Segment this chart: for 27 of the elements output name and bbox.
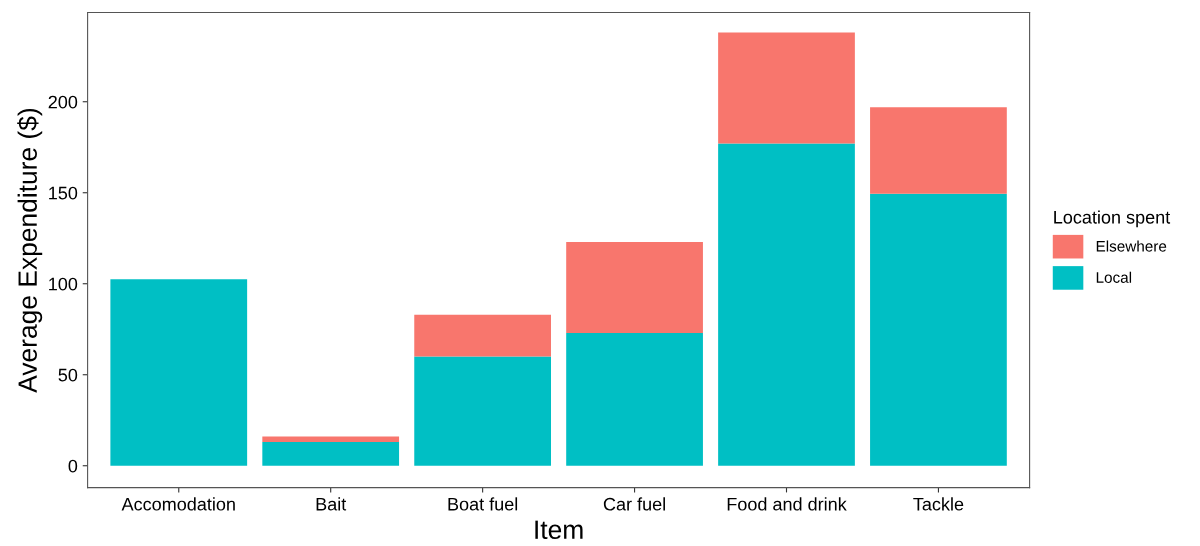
x-axis-title: Item [535, 520, 583, 540]
x-tick-label: Food and drink [727, 497, 847, 511]
y-axis-title: Average Expenditure ($) [17, 108, 43, 393]
bar [870, 193, 1007, 466]
legend-label: Local [1096, 271, 1132, 283]
bar [110, 279, 248, 466]
x-tick-label: Boat fuel [448, 497, 518, 511]
x-tick-label: Bait [316, 497, 347, 511]
bar [566, 241, 703, 333]
bar [566, 332, 703, 466]
y-tick-label: 200 [48, 95, 78, 109]
bar [870, 107, 1007, 194]
y-tick-label: 100 [49, 277, 78, 291]
bar [262, 442, 400, 466]
bar [414, 356, 551, 466]
x-tick-label: Car fuel [603, 497, 665, 511]
legend-title: Location spent [1054, 210, 1171, 228]
y-tick-label: 50 [58, 368, 78, 382]
y-tick-label: 0 [68, 459, 78, 473]
legend-label: Elsewhere [1096, 240, 1167, 252]
bar [718, 143, 855, 466]
bar [718, 32, 855, 144]
x-tick-label: Accomodation [121, 497, 235, 511]
x-tick-label: Tackle [913, 497, 964, 511]
bar [414, 314, 551, 357]
y-tick-label: 150 [49, 186, 78, 200]
bar [262, 436, 400, 443]
